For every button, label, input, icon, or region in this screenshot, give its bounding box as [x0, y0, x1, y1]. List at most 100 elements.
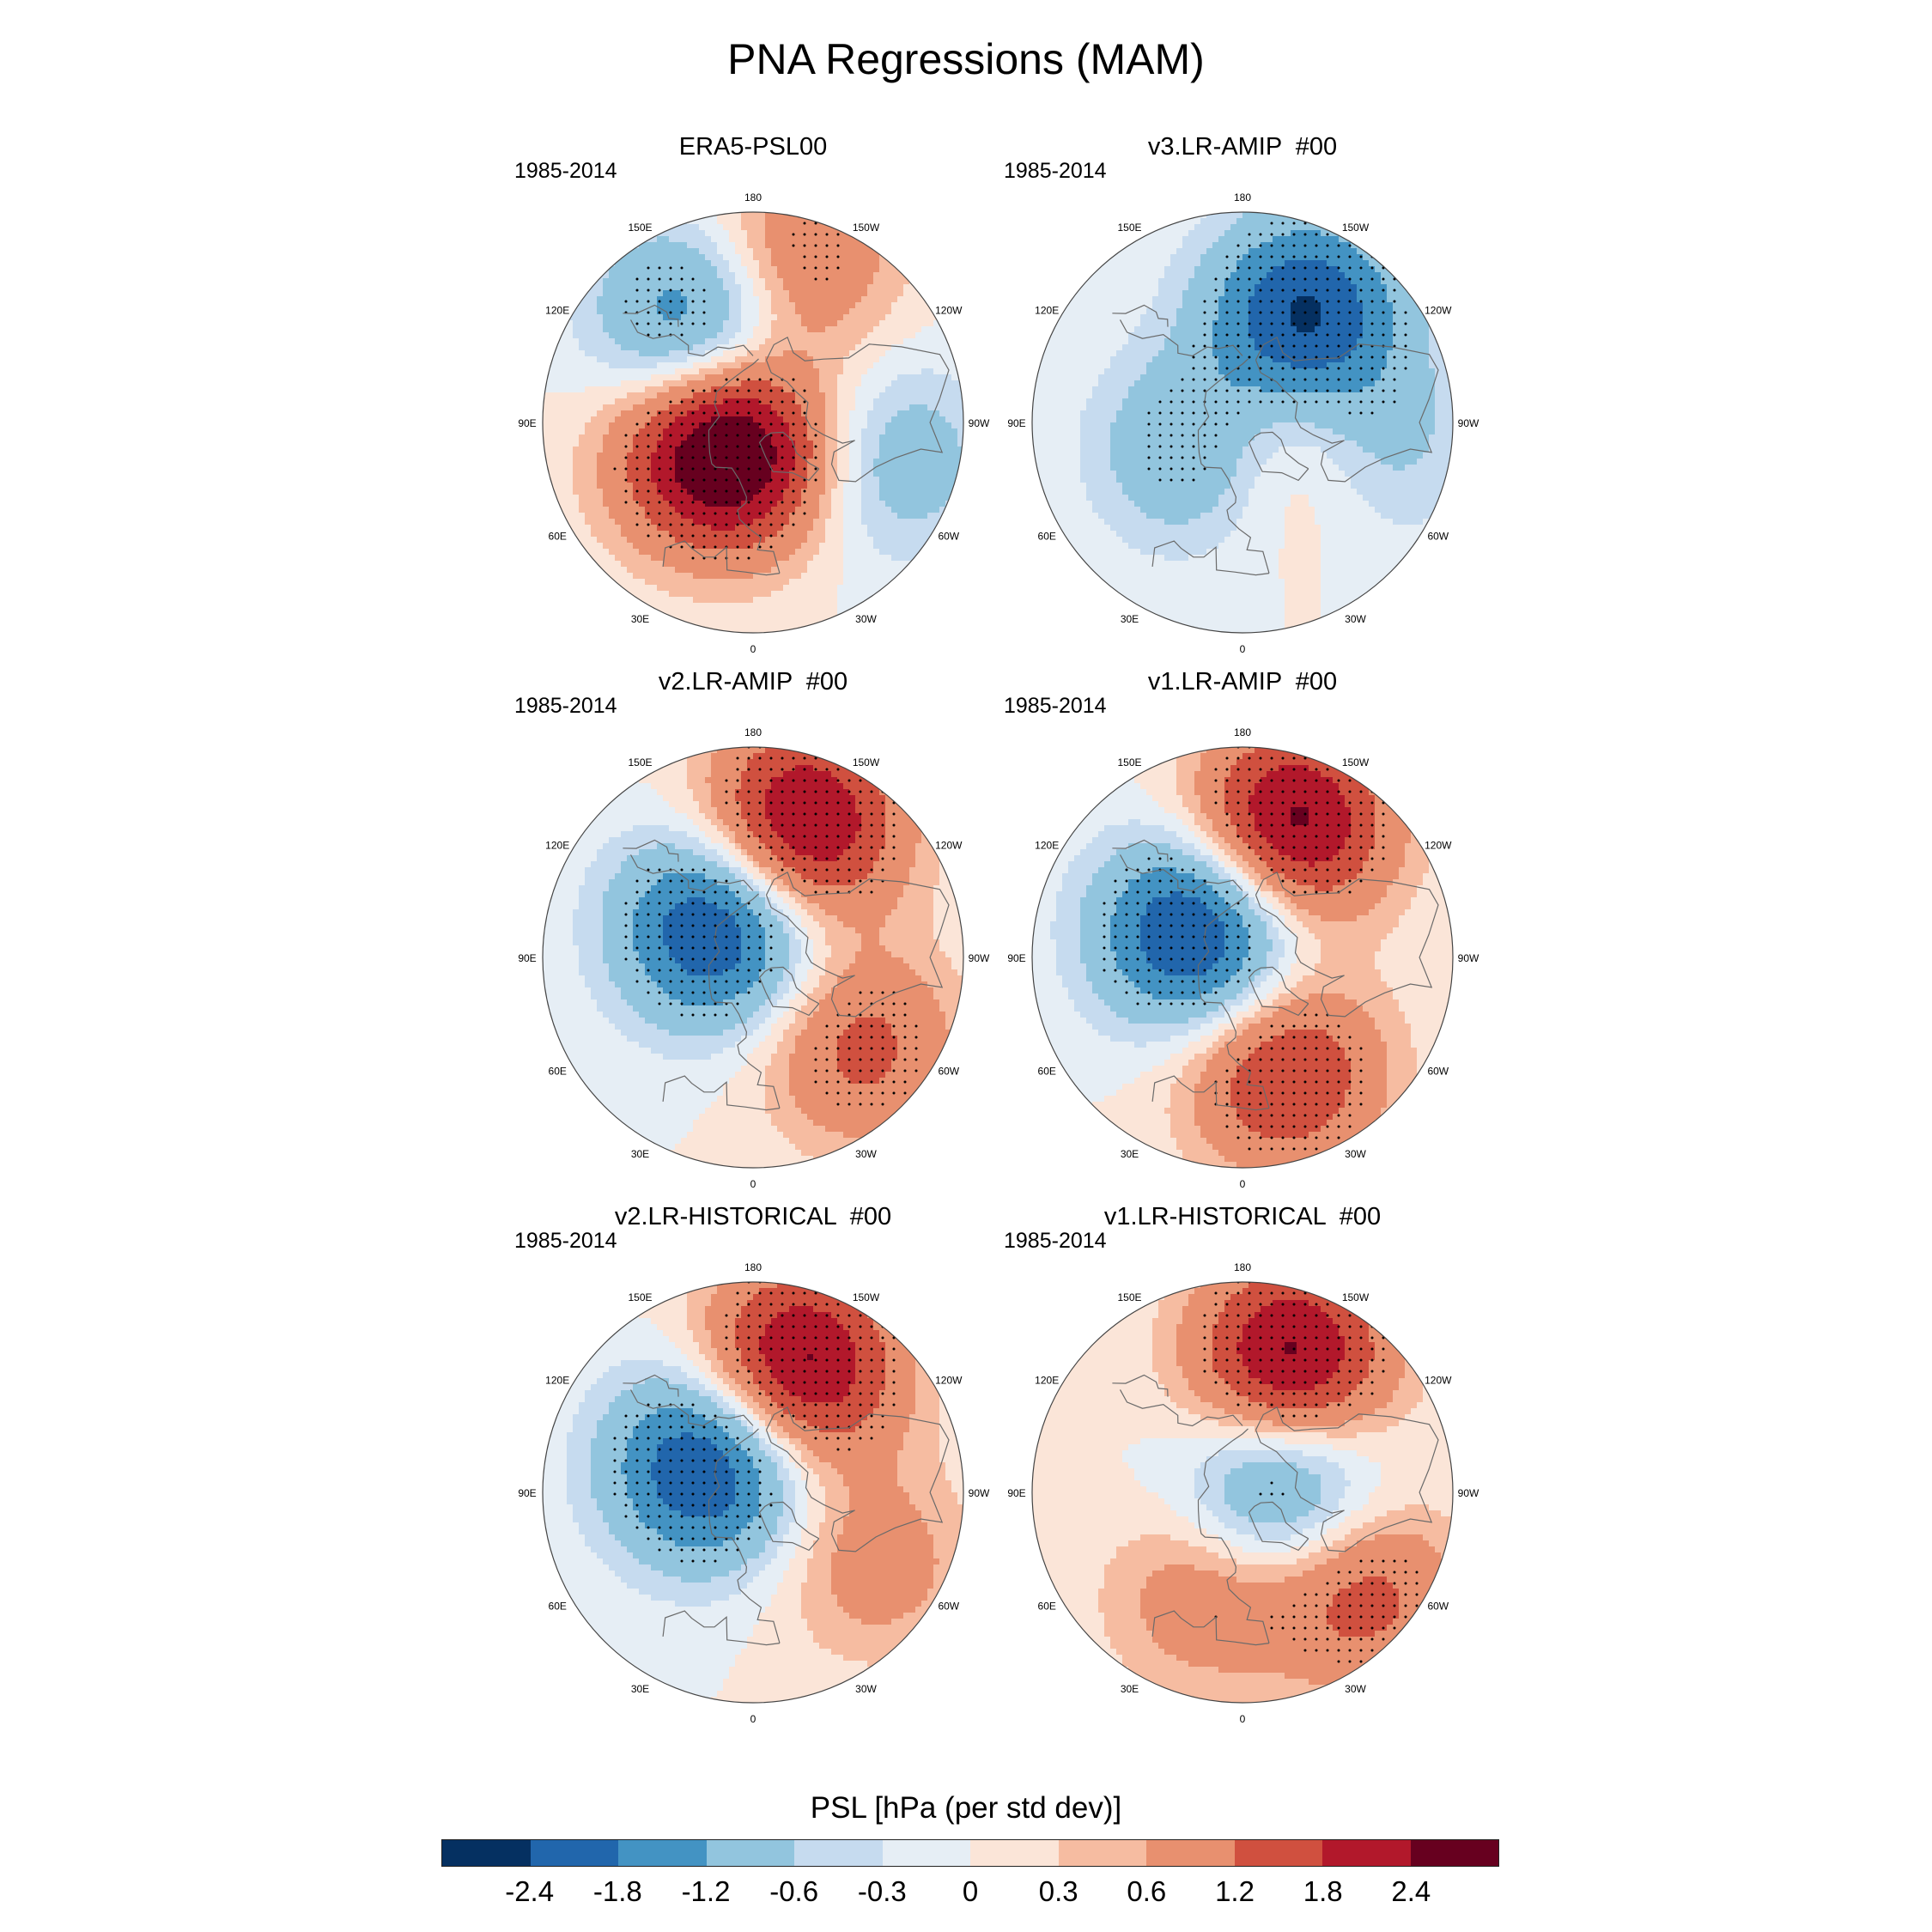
field-cell	[669, 434, 676, 441]
field-cell	[549, 543, 556, 550]
field-cell	[777, 434, 784, 441]
field-cell	[651, 447, 658, 453]
field-cell	[561, 332, 568, 339]
field-cell	[579, 260, 586, 267]
field-cell	[567, 254, 574, 261]
field-cell	[897, 386, 904, 393]
field-cell	[705, 386, 712, 393]
field-cell	[585, 332, 592, 339]
field-cell	[801, 483, 808, 489]
field-cell	[843, 356, 850, 363]
field-cell	[609, 320, 616, 327]
field-cell	[603, 404, 610, 411]
stipple-dot	[669, 277, 672, 281]
field-cell	[867, 465, 874, 471]
field-cell	[681, 392, 688, 399]
field-cell	[957, 248, 963, 255]
stipple-dot	[825, 244, 829, 247]
field-cell	[951, 332, 958, 339]
field-cell	[699, 338, 706, 345]
field-cell	[831, 459, 838, 465]
field-cell	[657, 368, 664, 375]
field-cell	[777, 609, 784, 616]
field-cell	[933, 428, 940, 435]
field-cell	[921, 537, 928, 544]
field-cell	[945, 621, 952, 628]
field-cell	[651, 350, 658, 357]
field-cell	[813, 585, 820, 592]
field-cell	[573, 579, 580, 586]
field-cell	[585, 471, 592, 477]
field-cell	[789, 236, 796, 243]
field-cell	[921, 242, 928, 249]
field-cell	[837, 242, 844, 249]
field-cell	[693, 597, 700, 604]
field-cell	[711, 507, 718, 513]
field-cell	[945, 555, 952, 562]
field-cell	[675, 368, 682, 375]
field-cell	[615, 591, 622, 598]
field-cell	[585, 350, 592, 357]
field-cell	[639, 465, 646, 471]
field-cell	[735, 326, 742, 333]
field-cell	[945, 404, 952, 411]
field-cell	[831, 428, 838, 435]
field-cell	[897, 477, 904, 483]
field-cell	[921, 501, 928, 507]
field-cell	[657, 302, 664, 309]
field-cell	[585, 513, 592, 519]
field-cell	[729, 489, 736, 495]
field-cell	[843, 567, 850, 574]
stipple-dot	[836, 266, 840, 270]
field-cell	[687, 314, 694, 321]
field-cell	[903, 609, 910, 616]
field-cell	[753, 218, 760, 225]
field-cell	[699, 236, 706, 243]
field-cell	[705, 603, 712, 610]
field-cell	[933, 362, 940, 369]
field-cell	[789, 519, 796, 526]
field-cell	[669, 308, 676, 315]
field-cell	[939, 428, 946, 435]
field-cell	[633, 350, 640, 357]
field-cell	[897, 603, 904, 610]
field-cell	[729, 573, 736, 580]
field-cell	[549, 615, 556, 622]
field-cell	[921, 507, 928, 513]
field-cell	[609, 266, 616, 273]
field-cell	[645, 440, 652, 447]
field-cell	[957, 447, 963, 453]
field-cell	[657, 537, 664, 544]
field-cell	[711, 459, 718, 465]
field-cell	[699, 290, 706, 297]
field-cell	[885, 410, 892, 417]
field-cell	[729, 332, 736, 339]
field-cell	[543, 561, 550, 568]
field-cell	[687, 332, 694, 339]
field-cell	[567, 440, 574, 447]
field-cell	[675, 471, 682, 477]
field-cell	[567, 555, 574, 562]
field-cell	[855, 531, 862, 538]
field-cell	[783, 344, 790, 351]
field-cell	[927, 356, 934, 363]
field-cell	[723, 525, 730, 532]
field-cell	[771, 537, 778, 544]
field-cell	[657, 284, 664, 291]
field-cell	[627, 326, 634, 333]
field-cell	[957, 320, 963, 327]
field-cell	[747, 495, 754, 501]
field-cell	[621, 567, 628, 574]
field-cell	[825, 332, 832, 339]
field-cell	[849, 561, 856, 568]
field-cell	[705, 555, 712, 562]
field-cell	[711, 428, 718, 435]
field-cell	[711, 302, 718, 309]
field-cell	[627, 422, 634, 429]
field-cell	[675, 627, 682, 633]
field-cell	[705, 615, 712, 622]
field-cell	[819, 260, 826, 267]
stipple-dot	[658, 289, 661, 292]
field-cell	[921, 459, 928, 465]
field-cell	[837, 489, 844, 495]
